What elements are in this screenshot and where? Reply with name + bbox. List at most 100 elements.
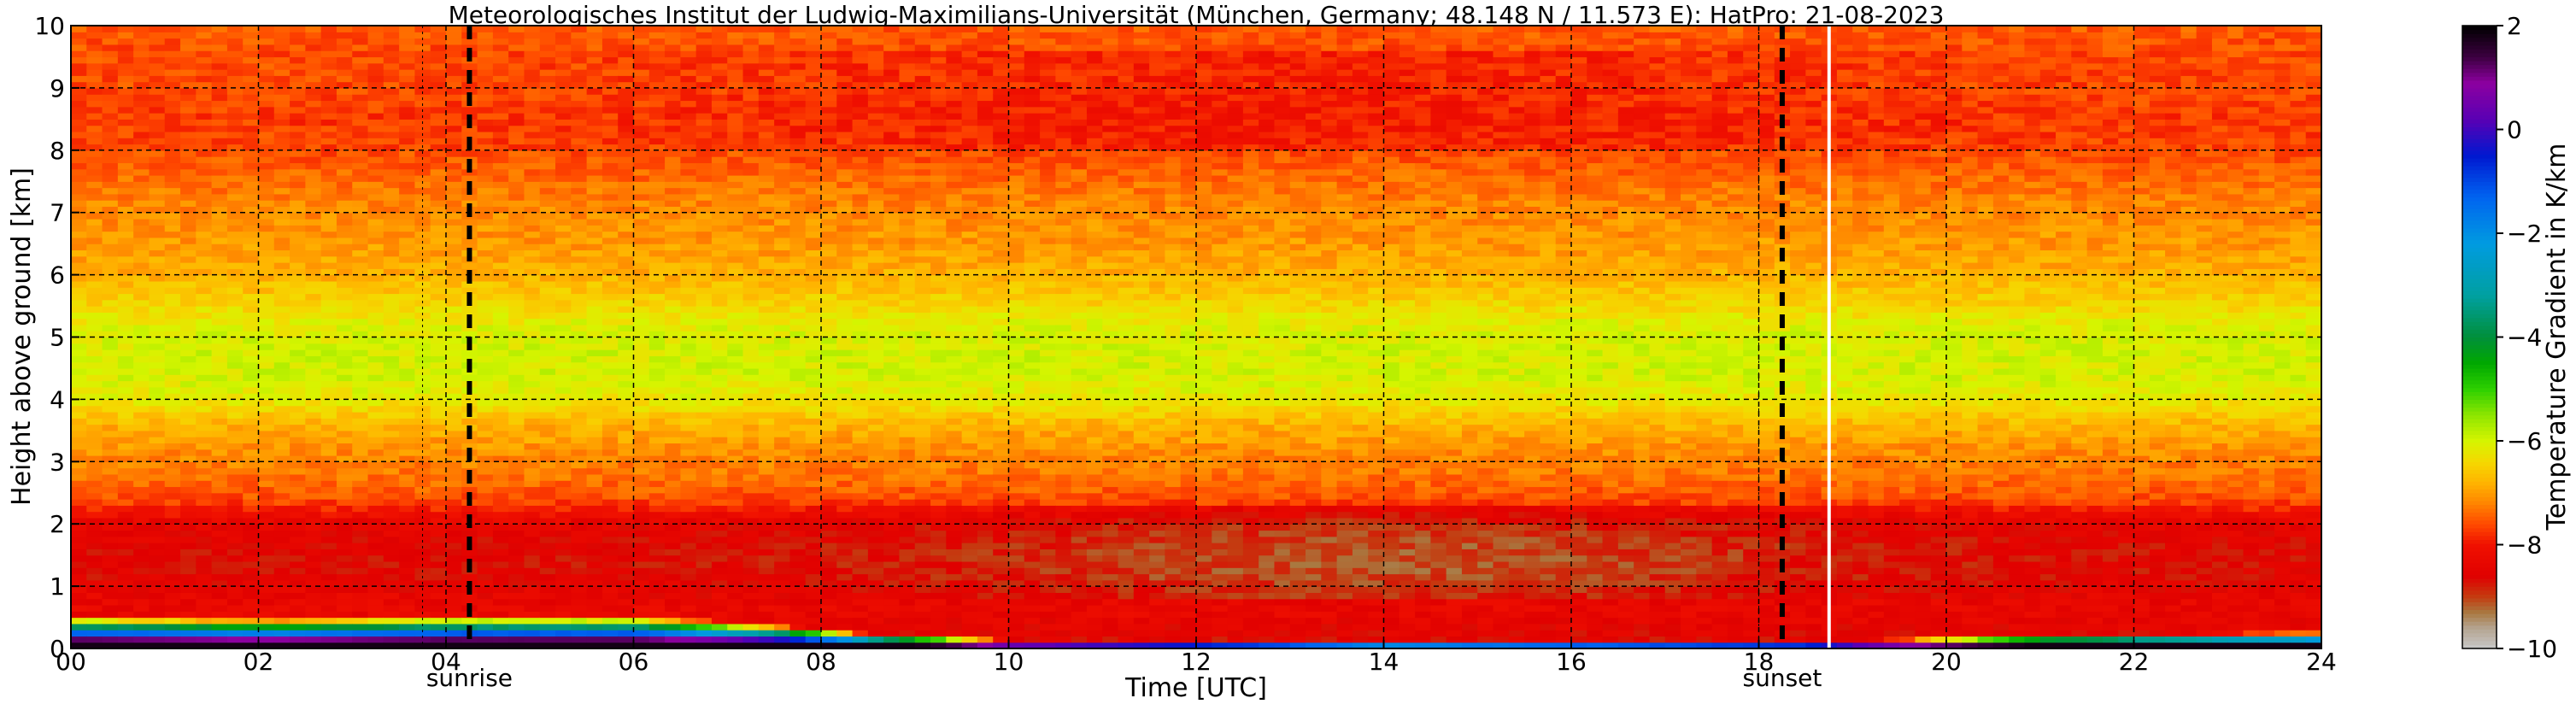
heatmap-cell <box>586 200 603 208</box>
heatmap-cell <box>117 517 134 525</box>
heatmap-cell <box>305 443 322 450</box>
heatmap-cell <box>633 361 650 369</box>
heatmap-cell <box>524 56 541 64</box>
heatmap-cell <box>477 530 494 537</box>
heatmap-cell <box>86 399 103 407</box>
heatmap-cell <box>758 560 775 568</box>
heatmap-cell <box>492 324 509 331</box>
heatmap-cell <box>477 44 494 51</box>
heatmap-cell <box>711 138 728 145</box>
heatmap-cell <box>680 62 697 70</box>
heatmap-cell <box>586 26 603 32</box>
heatmap-cell <box>414 642 431 648</box>
heatmap-cell <box>258 306 275 313</box>
heatmap-cell <box>789 100 807 108</box>
heatmap-cell <box>180 536 197 543</box>
heatmap-cell <box>633 87 650 95</box>
heatmap-cell <box>273 393 290 400</box>
heatmap-cell <box>836 144 854 151</box>
heatmap-cell <box>711 455 728 462</box>
heatmap-cell <box>665 181 681 189</box>
heatmap-cell <box>305 81 322 89</box>
heatmap-cell <box>727 150 744 157</box>
heatmap-cell <box>680 26 697 32</box>
heatmap-cell <box>680 443 697 450</box>
heatmap-cell <box>711 87 728 95</box>
heatmap-cell <box>367 598 384 606</box>
heatmap-cell <box>539 225 556 232</box>
heatmap-cell <box>180 144 197 151</box>
heatmap-cell <box>648 56 666 64</box>
heatmap-cell <box>383 69 400 76</box>
heatmap-cell <box>117 324 134 331</box>
heatmap-cell <box>633 411 650 419</box>
heatmap-cell <box>117 119 134 126</box>
plot-area <box>70 25 2322 649</box>
heatmap-cell <box>508 94 525 102</box>
heatmap-cell <box>149 586 166 593</box>
heatmap-cell <box>524 549 541 556</box>
heatmap-cell <box>727 486 744 494</box>
heatmap-cell <box>618 131 635 138</box>
heatmap-cell <box>258 69 275 76</box>
heatmap-cell <box>133 536 150 543</box>
heatmap-cell <box>196 299 213 307</box>
heatmap-cell <box>180 524 197 531</box>
heatmap-cell <box>539 162 556 170</box>
heatmap-cell <box>336 200 353 208</box>
heatmap-cell <box>226 592 244 600</box>
heatmap-cell <box>196 125 213 132</box>
heatmap-cell <box>665 237 681 244</box>
heatmap-cell <box>226 455 244 462</box>
heatmap-cell <box>86 287 103 295</box>
heatmap-cell <box>86 579 103 587</box>
heatmap-cell <box>665 32 681 39</box>
heatmap-cell <box>539 449 556 456</box>
heatmap-cell <box>758 206 775 214</box>
heatmap-cell <box>258 138 275 145</box>
heatmap-cell <box>508 473 525 481</box>
heatmap-cell <box>836 225 854 232</box>
heatmap-cell <box>601 530 619 537</box>
heatmap-cell <box>601 630 619 637</box>
heatmap-cell <box>180 554 197 562</box>
heatmap-cell <box>665 324 681 331</box>
heatmap-cell <box>226 611 244 619</box>
heatmap-cell <box>367 443 384 450</box>
heatmap-cell <box>789 293 807 301</box>
heatmap-cell <box>555 237 572 244</box>
heatmap-cell <box>492 150 509 157</box>
heatmap-cell <box>758 636 775 643</box>
heatmap-cell <box>633 255 650 263</box>
heatmap-cell <box>680 268 697 276</box>
heatmap-cell <box>446 642 462 648</box>
heatmap-cell <box>789 449 807 456</box>
heatmap-cell <box>352 536 369 543</box>
heatmap-cell <box>774 604 791 612</box>
heatmap-cell <box>633 168 650 176</box>
heatmap-cell <box>727 617 744 625</box>
heatmap-cell <box>742 642 760 648</box>
heatmap-cell <box>320 26 337 32</box>
heatmap-cell <box>711 505 728 513</box>
heatmap-cell <box>774 212 791 220</box>
heatmap-cell <box>336 274 353 282</box>
heatmap-cell <box>742 543 760 549</box>
heatmap-cell <box>117 106 134 114</box>
heatmap-cell <box>774 598 791 606</box>
heatmap-cell <box>336 437 353 444</box>
heatmap-cell <box>102 218 119 226</box>
heatmap-cell <box>758 455 775 462</box>
heatmap-cell <box>305 293 322 301</box>
heatmap-cell <box>742 473 760 481</box>
heatmap-cell <box>601 355 619 363</box>
heatmap-cell <box>555 443 572 450</box>
heatmap-cell <box>774 367 791 375</box>
heatmap-cell <box>711 187 728 195</box>
heatmap-cell <box>149 486 166 494</box>
heatmap-cell <box>430 642 447 648</box>
heatmap-cell <box>196 636 213 643</box>
heatmap-cell <box>633 642 650 648</box>
heatmap-cell <box>711 318 728 326</box>
heatmap-cell <box>117 187 134 195</box>
